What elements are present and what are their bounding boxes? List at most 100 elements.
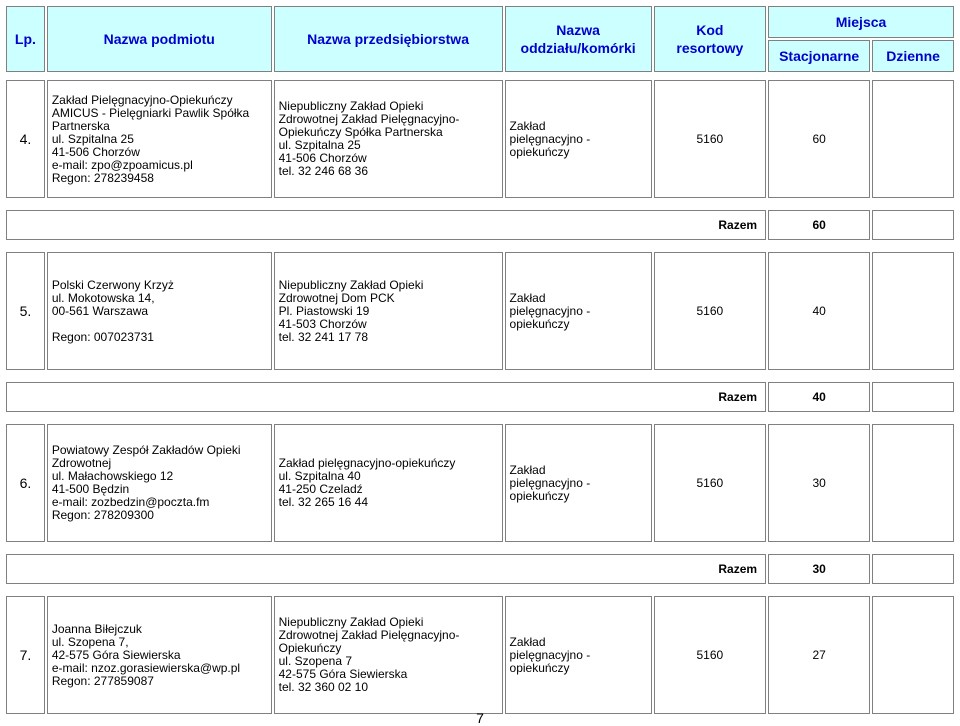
row-oddzial-line: pielęgnacyjno -: [509, 475, 591, 490]
header-oddzial-line2: oddziału/komórki: [520, 40, 636, 56]
row-podmiot-line: Powiatowy Zespół Zakładów Opieki: [51, 443, 241, 457]
row-podmiot-line: Zakład Pielęgnacyjno-Opiekuńczy: [51, 92, 233, 107]
row-przedsiebiorstwo-line: 42-575 Góra Siewierska: [278, 667, 408, 681]
row-kod: 5160: [653, 80, 767, 198]
row-kod: 5160: [653, 252, 767, 370]
row-podmiot-line: e-mail: zozbedzin@poczta.fm: [51, 495, 210, 509]
row-kod: 5160: [653, 424, 767, 542]
row-oddzial-line: Zakład: [509, 118, 546, 133]
row-lp: 6.: [6, 424, 45, 542]
row-dzienne: [872, 252, 954, 370]
row-podmiot-line: 00-561 Warszawa: [51, 303, 149, 318]
razem-dzienne: [872, 382, 954, 412]
row-oddzial: Zakład pielęgnacyjno - opiekuńczy: [504, 424, 652, 542]
row-oddzial-line: pielęgnacyjno -: [509, 303, 591, 318]
table-body: 4. Zakład Pielęgnacyjno-Opiekuńczy AMICUS …: [6, 74, 954, 726]
row-podmiot-line: 42-575 Góra Siewierska: [51, 647, 181, 662]
row-lp: 7.: [6, 596, 45, 714]
row-podmiot-line: Partnerska: [51, 118, 110, 133]
row-przedsiebiorstwo-line: Zakład pielęgnacyjno-opiekuńczy: [278, 456, 456, 470]
header-oddzial-line1: Nazwa: [556, 22, 600, 38]
row-lp: 5.: [6, 252, 45, 370]
row-stacjonarne: 27: [768, 596, 871, 714]
row-przedsiebiorstwo-line: ul. Szpitalna 25: [278, 138, 361, 152]
header-kod: Kod resortowy: [653, 6, 767, 72]
razem-row: Razem 60: [6, 210, 954, 240]
row-podmiot-line: Regon: 277859087: [51, 673, 154, 688]
row-przedsiebiorstwo: Zakład pielęgnacyjno-opiekuńczy ul. Szpit…: [273, 424, 503, 542]
table-row: 7. Joanna Biłejczuk ul. Szopena 7, 42-575 G…: [6, 596, 954, 714]
razem-label: Razem: [6, 210, 767, 240]
row-oddzial-line: opiekuńczy: [509, 488, 570, 503]
razem-value: 30: [768, 554, 871, 584]
razem-row: Razem 40: [6, 382, 954, 412]
row-przedsiebiorstwo-line: tel. 32 241 17 78: [278, 329, 369, 344]
row-oddzial-line: pielęgnacyjno -: [509, 647, 591, 662]
row-dzienne: [872, 80, 954, 198]
row-przedsiebiorstwo-line: Opiekuńczy Spółka Partnerska: [278, 125, 443, 139]
row-przedsiebiorstwo-line: ul. Szpitalna 40: [278, 469, 361, 483]
row-oddzial-line: Zakład: [509, 634, 546, 649]
row-przedsiebiorstwo-line: tel. 32 265 16 44: [278, 495, 369, 509]
row-lp: 4.: [6, 80, 45, 198]
row-podmiot: Powiatowy Zespół Zakładów Opieki Zdrowotn…: [46, 424, 272, 542]
row-przedsiebiorstwo-line: tel. 32 246 68 36: [278, 164, 369, 178]
row-przedsiebiorstwo-line: ul. Szopena 7: [278, 654, 353, 668]
row-dzienne: [872, 596, 954, 714]
row-przedsiebiorstwo-line: Zdrowotnej Zakład Pielęgnacyjno-: [278, 628, 460, 642]
row-podmiot: Polski Czerwony Krzyż ul. Mokotowska 14, 0…: [46, 252, 272, 370]
row-podmiot-line: ul. Małachowskiego 12: [51, 469, 174, 483]
razem-dzienne: [872, 210, 954, 240]
razem-row: Razem 30: [6, 554, 954, 584]
row-przedsiebiorstwo: Niepubliczny Zakład Opieki Zdrowotnej Zak…: [273, 80, 503, 198]
row-podmiot-line: [52, 318, 267, 331]
header-lp: Lp.: [6, 6, 45, 72]
razem-value: 40: [768, 382, 871, 412]
row-oddzial-line: Zakład: [509, 290, 546, 305]
row-oddzial-line: opiekuńczy: [509, 660, 570, 675]
row-przedsiebiorstwo: Niepubliczny Zakład Opieki Zdrowotnej Zak…: [273, 596, 503, 714]
row-podmiot-line: AMICUS - Pielęgniarki Pawlik Spółka: [51, 105, 250, 120]
row-podmiot-line: e-mail: zpo@zpoamicus.pl: [51, 157, 193, 172]
row-przedsiebiorstwo-line: Zdrowotnej Dom PCK: [278, 290, 395, 305]
header-dzienne: Dzienne: [872, 40, 954, 72]
row-przedsiebiorstwo-line: 41-503 Chorzów: [278, 316, 367, 331]
row-podmiot-line: Zdrowotnej: [51, 456, 112, 470]
table-row: 5. Polski Czerwony Krzyż ul. Mokotowska 14…: [6, 252, 954, 370]
header-kod-line1: Kod: [696, 22, 724, 38]
razem-label: Razem: [6, 554, 767, 584]
row-dzienne: [872, 424, 954, 542]
row-przedsiebiorstwo-line: 41-506 Chorzów: [278, 151, 367, 165]
razem-dzienne: [872, 554, 954, 584]
table-row: 6. Powiatowy Zespół Zakładów Opieki Zdrowo…: [6, 424, 954, 542]
row-przedsiebiorstwo-line: Niepubliczny Zakład Opieki: [278, 99, 424, 113]
row-stacjonarne: 30: [768, 424, 871, 542]
row-podmiot-line: ul. Szopena 7,: [51, 634, 129, 649]
row-kod: 5160: [653, 596, 767, 714]
row-przedsiebiorstwo-line: Opiekuńczy: [278, 641, 342, 655]
header-kod-line2: resortowy: [676, 40, 744, 56]
page-number: 7: [476, 710, 484, 726]
row-przedsiebiorstwo-line: 41-250 Czeladź: [278, 482, 363, 496]
row-przedsiebiorstwo-line: tel. 32 360 02 10: [278, 680, 369, 694]
row-oddzial: Zakład pielęgnacyjno - opiekuńczy: [504, 80, 652, 198]
header-podmiot: Nazwa podmiotu: [46, 6, 272, 72]
table-row: 4. Zakład Pielęgnacyjno-Opiekuńczy AMICUS …: [6, 80, 954, 198]
header-oddzial: Nazwa oddziału/komórki: [504, 6, 652, 72]
row-podmiot-line: Joanna Biłejczuk: [51, 621, 142, 636]
row-podmiot-line: Regon: 278209300: [51, 508, 154, 522]
header-miejsca: Miejsca: [768, 6, 954, 38]
row-oddzial-line: Zakład: [509, 462, 546, 477]
row-podmiot-line: 41-500 Będzin: [51, 482, 130, 496]
razem-label: Razem: [6, 382, 767, 412]
row-oddzial-line: opiekuńczy: [509, 144, 570, 159]
row-podmiot-line: ul. Mokotowska 14,: [51, 290, 155, 305]
row-przedsiebiorstwo-line: Pl. Piastowski 19: [278, 303, 370, 318]
row-oddzial: Zakład pielęgnacyjno - opiekuńczy: [504, 596, 652, 714]
header-stacjonarne: Stacjonarne: [768, 40, 871, 72]
facilities-table: Lp. Nazwa podmiotu Nazwa przedsiębiorstw…: [4, 4, 956, 726]
row-podmiot-line: Regon: 278239458: [51, 170, 154, 185]
row-przedsiebiorstwo-line: Niepubliczny Zakład Opieki: [278, 615, 424, 629]
row-podmiot-line: Regon: 007023731: [51, 329, 154, 344]
row-stacjonarne: 60: [768, 80, 871, 198]
